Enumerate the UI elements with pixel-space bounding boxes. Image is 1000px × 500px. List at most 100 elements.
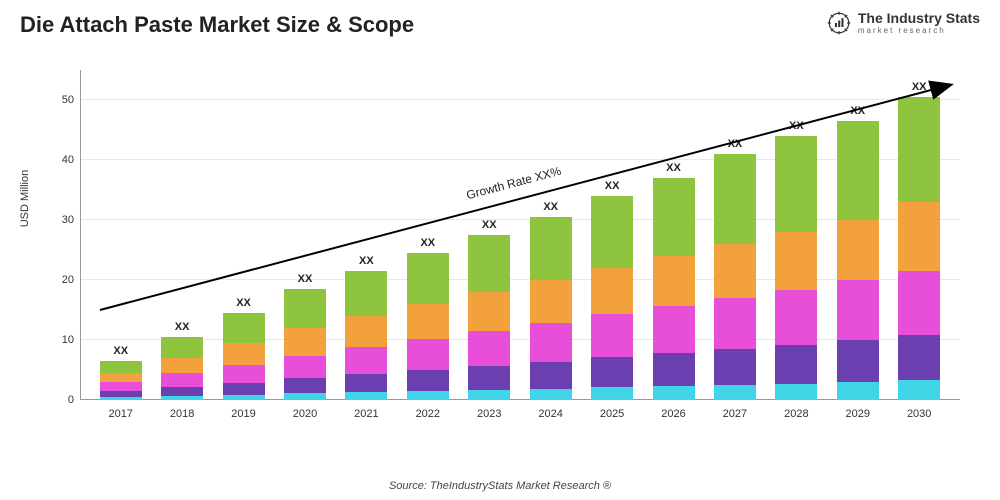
bar-group: XX — [710, 154, 760, 400]
bar-segment — [345, 374, 387, 392]
bar-segment — [591, 387, 633, 400]
bar-stack — [898, 97, 940, 400]
x-tick-label: 2023 — [464, 408, 514, 420]
bar-segment — [407, 253, 449, 304]
bar-segment — [837, 340, 879, 382]
bar-segment — [468, 235, 510, 292]
bar-group: XX — [587, 196, 637, 400]
bar-segment — [161, 337, 203, 358]
y-tick-label: 0 — [50, 394, 74, 406]
bar-segment — [223, 343, 265, 365]
bar-segment — [714, 244, 756, 298]
x-tick-label: 2020 — [280, 408, 330, 420]
bar-segment — [284, 289, 326, 328]
x-tick-label: 2027 — [710, 408, 760, 420]
y-tick-label: 30 — [50, 214, 74, 226]
bar-value-label: XX — [408, 237, 448, 249]
bar-segment — [161, 373, 203, 387]
bar-value-label: XX — [592, 180, 632, 192]
y-tick-label: 20 — [50, 274, 74, 286]
bar-group: XX — [526, 217, 576, 400]
bar-segment — [223, 395, 265, 400]
brand-logo: The Industry Stats market research — [826, 10, 980, 36]
bar-stack — [407, 253, 449, 400]
x-labels: 2017201820192020202120222023202420252026… — [80, 408, 960, 420]
bar-segment — [653, 256, 695, 306]
y-tick-label: 50 — [50, 94, 74, 106]
bar-segment — [284, 393, 326, 400]
bar-segment — [653, 353, 695, 386]
bar-segment — [161, 358, 203, 373]
bar-segment — [468, 331, 510, 366]
bar-segment — [775, 290, 817, 345]
bar-segment — [837, 121, 879, 220]
bar-group: XX — [464, 235, 514, 400]
bar-stack — [530, 217, 572, 400]
bar-segment — [407, 370, 449, 391]
bar-stack — [468, 235, 510, 400]
plot-region: 01020304050 XXXXXXXXXXXXXXXXXXXXXXXXXXXX… — [80, 70, 960, 400]
bar-value-label: XX — [162, 321, 202, 333]
bar-segment — [100, 397, 142, 400]
bar-segment — [161, 387, 203, 396]
x-tick-label: 2017 — [96, 408, 146, 420]
bar-segment — [530, 217, 572, 280]
bar-group: XX — [833, 121, 883, 400]
bar-stack — [223, 313, 265, 400]
bar-segment — [100, 361, 142, 373]
bar-stack — [714, 154, 756, 400]
bar-segment — [530, 389, 572, 400]
bar-group: XX — [771, 136, 821, 400]
bar-stack — [284, 289, 326, 400]
bar-segment — [837, 382, 879, 400]
bar-segment — [100, 373, 142, 382]
bar-segment — [898, 335, 940, 380]
bar-value-label: XX — [776, 120, 816, 132]
bar-segment — [898, 271, 940, 335]
bar-value-label: XX — [285, 273, 325, 285]
x-tick-label: 2022 — [403, 408, 453, 420]
bar-segment — [407, 304, 449, 339]
bar-group: XX — [649, 178, 699, 400]
bar-segment — [653, 386, 695, 400]
bar-segment — [345, 347, 387, 374]
bar-segment — [468, 366, 510, 390]
x-tick-label: 2028 — [771, 408, 821, 420]
bar-stack — [100, 361, 142, 400]
bar-segment — [223, 313, 265, 343]
x-tick-label: 2030 — [894, 408, 944, 420]
bar-segment — [345, 271, 387, 316]
bar-group: XX — [280, 289, 330, 400]
bar-segment — [284, 356, 326, 379]
bar-segment — [714, 298, 756, 349]
x-tick-label: 2018 — [157, 408, 207, 420]
x-tick-label: 2024 — [526, 408, 576, 420]
bar-value-label: XX — [531, 201, 571, 213]
bar-segment — [837, 280, 879, 340]
bar-segment — [161, 396, 203, 400]
bar-stack — [345, 271, 387, 400]
bar-group: XX — [403, 253, 453, 400]
bar-group: XX — [341, 271, 391, 400]
logo-sub-text: market research — [858, 27, 980, 35]
logo-main-text: The Industry Stats — [858, 11, 980, 25]
bar-group: XX — [157, 337, 207, 400]
chart-area: USD Million 01020304050 XXXXXXXXXXXXXXXX… — [80, 70, 960, 430]
bar-segment — [345, 316, 387, 347]
gear-stats-icon — [826, 10, 852, 36]
bar-value-label: XX — [715, 138, 755, 150]
chart-title: Die Attach Paste Market Size & Scope — [20, 12, 414, 38]
x-tick-label: 2021 — [341, 408, 391, 420]
bar-segment — [284, 328, 326, 356]
bar-segment — [530, 280, 572, 323]
y-tick-label: 10 — [50, 334, 74, 346]
bar-segment — [653, 178, 695, 256]
bar-segment — [591, 196, 633, 268]
bar-value-label: XX — [469, 219, 509, 231]
bar-stack — [837, 121, 879, 400]
bar-value-label: XX — [224, 297, 264, 309]
source-attribution: Source: TheIndustryStats Market Research… — [389, 480, 611, 492]
bar-stack — [591, 196, 633, 400]
bar-segment — [223, 365, 265, 383]
bar-stack — [653, 178, 695, 400]
